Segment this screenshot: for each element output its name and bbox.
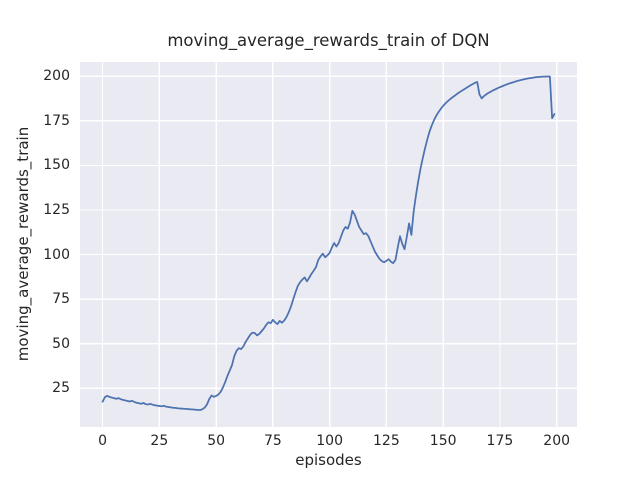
x-tick-label: 0 — [98, 433, 108, 449]
chart-title: moving_average_rewards_train of DQN — [167, 31, 490, 50]
x-tick-label: 175 — [486, 433, 514, 449]
series-line — [101, 75, 556, 411]
x-tick-label: 200 — [543, 433, 571, 449]
x-tick-label: 150 — [429, 433, 457, 449]
y-tick-label: 25 — [52, 380, 70, 397]
y-tick-label: 150 — [43, 157, 70, 174]
x-tick-label: 125 — [373, 433, 400, 449]
y-tick-label: 200 — [43, 68, 70, 85]
x-tick-label: 75 — [263, 433, 282, 449]
x-tick-label: 50 — [207, 433, 226, 449]
y-tick-label: 100 — [43, 246, 70, 263]
axes-background — [80, 62, 577, 427]
y-tick-label: 125 — [43, 201, 70, 218]
y-tick-label: 50 — [52, 335, 70, 352]
x-axis-label: episodes — [295, 451, 362, 469]
x-tick-label: 25 — [150, 433, 169, 449]
x-tick-label: 100 — [316, 433, 343, 449]
y-tick-label: 175 — [43, 112, 70, 129]
y-tick-label: 75 — [52, 291, 70, 308]
